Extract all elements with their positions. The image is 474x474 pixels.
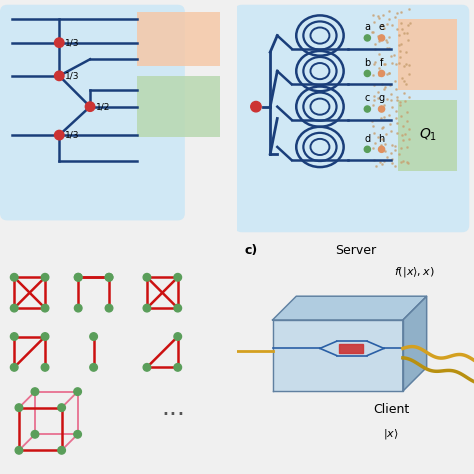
Circle shape <box>10 333 18 340</box>
Text: h: h <box>378 134 385 144</box>
Bar <box>137 12 220 66</box>
Circle shape <box>174 304 182 312</box>
Text: d: d <box>365 134 370 144</box>
Circle shape <box>10 364 18 371</box>
Circle shape <box>174 333 182 340</box>
Circle shape <box>174 273 182 281</box>
Text: $|x\rangle$: $|x\rangle$ <box>383 427 399 441</box>
Circle shape <box>251 101 261 112</box>
Circle shape <box>90 333 98 340</box>
Circle shape <box>15 404 23 411</box>
Circle shape <box>10 304 18 312</box>
Polygon shape <box>273 320 403 391</box>
Bar <box>339 344 363 353</box>
Circle shape <box>55 71 64 81</box>
Circle shape <box>364 106 371 112</box>
Circle shape <box>105 273 113 281</box>
Circle shape <box>378 35 385 41</box>
Text: Client: Client <box>373 403 409 416</box>
Text: $f(|x\rangle,x)$: $f(|x\rangle,x)$ <box>394 265 435 280</box>
Text: e: e <box>379 22 384 32</box>
Circle shape <box>41 333 49 340</box>
Text: g: g <box>379 93 384 103</box>
Polygon shape <box>273 296 427 320</box>
Circle shape <box>74 430 82 438</box>
Circle shape <box>31 388 39 395</box>
Circle shape <box>143 273 151 281</box>
Circle shape <box>143 304 151 312</box>
Text: a: a <box>365 22 370 32</box>
Circle shape <box>55 38 64 47</box>
Circle shape <box>364 35 371 41</box>
Bar <box>398 100 457 171</box>
Bar <box>398 19 457 90</box>
Text: f: f <box>380 58 383 68</box>
Text: 1/3: 1/3 <box>65 72 80 80</box>
Circle shape <box>74 388 82 395</box>
Text: 1/2: 1/2 <box>96 102 110 111</box>
FancyBboxPatch shape <box>0 5 185 220</box>
FancyBboxPatch shape <box>235 5 469 232</box>
Circle shape <box>364 70 371 77</box>
Bar <box>137 76 220 137</box>
Circle shape <box>143 364 151 371</box>
Text: b: b <box>364 58 371 68</box>
Circle shape <box>41 304 49 312</box>
Polygon shape <box>403 296 427 391</box>
Circle shape <box>74 273 82 281</box>
Circle shape <box>378 106 385 112</box>
Circle shape <box>378 146 385 153</box>
Circle shape <box>10 273 18 281</box>
Circle shape <box>58 404 65 411</box>
Circle shape <box>105 273 113 281</box>
Text: ...: ... <box>161 396 185 419</box>
Circle shape <box>378 70 385 77</box>
Text: c): c) <box>244 244 257 257</box>
Circle shape <box>364 146 371 153</box>
Circle shape <box>41 364 49 371</box>
Circle shape <box>105 304 113 312</box>
Text: 1/3: 1/3 <box>65 38 80 47</box>
Circle shape <box>74 304 82 312</box>
Circle shape <box>174 364 182 371</box>
Text: $Q_1$: $Q_1$ <box>419 127 437 143</box>
Circle shape <box>58 447 65 454</box>
Circle shape <box>15 447 23 454</box>
Text: Server: Server <box>335 244 376 257</box>
Circle shape <box>41 273 49 281</box>
Text: c: c <box>365 93 370 103</box>
Circle shape <box>74 273 82 281</box>
Circle shape <box>85 102 95 111</box>
Circle shape <box>90 364 98 371</box>
Circle shape <box>55 130 64 140</box>
Circle shape <box>31 430 39 438</box>
Text: 1/3: 1/3 <box>65 131 80 139</box>
